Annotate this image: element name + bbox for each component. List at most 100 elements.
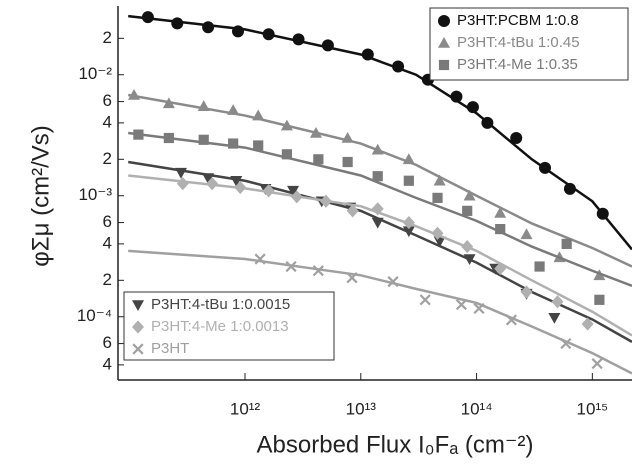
data-point — [463, 254, 476, 266]
data-point — [402, 153, 415, 165]
x-tick-label: 10¹² — [230, 399, 261, 418]
data-point — [252, 109, 265, 121]
data-point — [254, 253, 266, 265]
data-point — [371, 217, 384, 229]
data-point — [202, 173, 215, 185]
y-tick-label: 4 — [103, 233, 112, 252]
data-point — [392, 60, 405, 73]
data-point — [133, 129, 144, 140]
data-point — [481, 116, 494, 129]
data-point — [466, 101, 479, 114]
data-point — [232, 25, 245, 38]
data-point — [534, 261, 545, 272]
data-point — [228, 138, 239, 149]
data-point — [141, 11, 154, 24]
data-point — [309, 126, 322, 138]
y-tick-label: 10⁻³ — [78, 185, 112, 204]
data-point — [287, 185, 300, 197]
data-point — [520, 285, 533, 299]
legend-label: P3HT:4-Me 1:0.35 — [457, 56, 578, 73]
data-point — [371, 143, 384, 155]
data-point — [346, 272, 358, 284]
data-point — [171, 17, 184, 30]
data-point — [581, 317, 594, 331]
data-point — [253, 140, 264, 151]
data-point — [520, 228, 533, 240]
data-point — [402, 226, 415, 238]
legend-marker — [438, 37, 450, 48]
data-point — [494, 206, 507, 218]
data-point — [548, 312, 561, 324]
data-point — [433, 236, 446, 248]
data-point — [551, 295, 564, 309]
data-point — [342, 156, 353, 168]
data-point — [432, 192, 443, 203]
data-point — [433, 174, 446, 186]
data-point — [591, 358, 603, 370]
data-point — [163, 132, 174, 144]
data-point — [461, 239, 474, 254]
data-point — [206, 176, 219, 191]
data-point — [387, 276, 399, 288]
y-tick-label: 6 — [103, 333, 112, 352]
data-point — [455, 299, 468, 311]
data-point — [321, 39, 334, 52]
data-point — [495, 223, 506, 235]
fit-line — [127, 93, 632, 268]
data-point — [280, 119, 293, 131]
data-point — [371, 202, 384, 216]
data-point — [346, 204, 359, 218]
data-point — [230, 175, 243, 187]
data-point — [174, 167, 187, 179]
data-point — [462, 205, 473, 216]
x-tick-label: 10¹³ — [346, 399, 377, 418]
legend-label: P3HT:PCBM 1:0.8 — [457, 12, 579, 29]
data-point — [539, 161, 552, 174]
data-point — [162, 97, 175, 109]
data-point — [262, 184, 275, 198]
x-axis-title: Absorbed Flux I₀Fₐ (cm⁻²) — [257, 431, 534, 458]
data-point — [372, 171, 383, 182]
y-tick-label: 4 — [103, 112, 112, 131]
x-tick-label: 10¹⁴ — [461, 399, 493, 418]
legend-marker — [132, 320, 144, 334]
data-point — [431, 226, 444, 240]
data-point — [419, 294, 431, 306]
data-point — [227, 104, 240, 115]
data-point — [473, 302, 485, 315]
data-point — [402, 215, 415, 230]
y-tick-label: 2 — [103, 149, 112, 168]
x-tick-label: 10¹⁵ — [577, 399, 609, 418]
legend-label: P3HT — [151, 340, 189, 357]
data-point — [463, 189, 476, 201]
data-point — [450, 90, 463, 103]
data-point — [285, 260, 297, 273]
y-tick-label: 2 — [103, 28, 112, 47]
legend-box — [123, 291, 335, 361]
data-point — [202, 21, 215, 34]
data-point — [262, 28, 275, 41]
legend-label: P3HT:4-tBu 1:0.45 — [457, 34, 580, 51]
y-tick-label: 6 — [103, 212, 112, 231]
data-point — [292, 33, 305, 46]
data-point — [198, 134, 209, 145]
y-tick-label: 10⁻² — [78, 64, 112, 83]
data-point — [596, 207, 609, 220]
legend-marker — [438, 15, 450, 27]
data-point — [560, 337, 572, 350]
data-point — [176, 176, 189, 191]
data-point — [281, 149, 292, 160]
data-point — [290, 190, 303, 204]
y-tick-label: 10⁻⁴ — [77, 306, 112, 325]
legend-box — [429, 7, 629, 81]
legend-marker — [438, 59, 450, 71]
data-point — [494, 261, 507, 276]
data-point — [561, 238, 572, 249]
y-tick-label: 4 — [103, 354, 112, 373]
data-point — [505, 314, 518, 326]
data-point — [234, 180, 247, 195]
data-point — [510, 132, 523, 145]
data-point — [128, 89, 141, 100]
data-point — [361, 48, 374, 61]
